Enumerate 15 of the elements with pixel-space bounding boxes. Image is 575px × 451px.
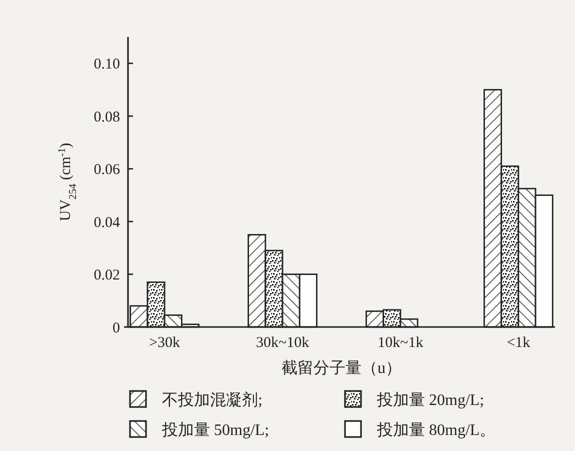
legend-label: 投加量 20mg/L; bbox=[376, 391, 484, 409]
y-tick-label: 0.08 bbox=[94, 109, 120, 126]
x-tick-label: 30k~10k bbox=[256, 335, 310, 351]
y-tick-label: 0 bbox=[112, 320, 120, 336]
y-tick-label: 0.10 bbox=[94, 56, 120, 73]
y-tick-label: 0.06 bbox=[94, 162, 120, 178]
legend-label: 不投加混凝剂; bbox=[162, 391, 262, 409]
x-tick-label: 10k~1k bbox=[378, 335, 424, 351]
x-axis-title: 截留分子量（u） bbox=[282, 359, 402, 377]
x-tick-label: <1k bbox=[506, 335, 531, 351]
legend-label: 投加量 50mg/L; bbox=[161, 421, 270, 439]
y-tick-label: 0.04 bbox=[94, 214, 120, 231]
y-tick-label: 0.02 bbox=[94, 268, 120, 284]
legend-label: 投加量 80mg/L。 bbox=[376, 421, 496, 439]
x-tick-label: >30k bbox=[149, 335, 181, 351]
